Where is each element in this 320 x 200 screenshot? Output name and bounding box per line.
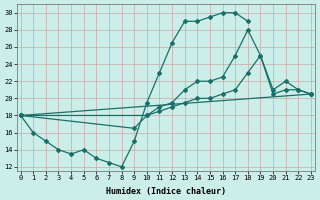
X-axis label: Humidex (Indice chaleur): Humidex (Indice chaleur) xyxy=(106,187,226,196)
